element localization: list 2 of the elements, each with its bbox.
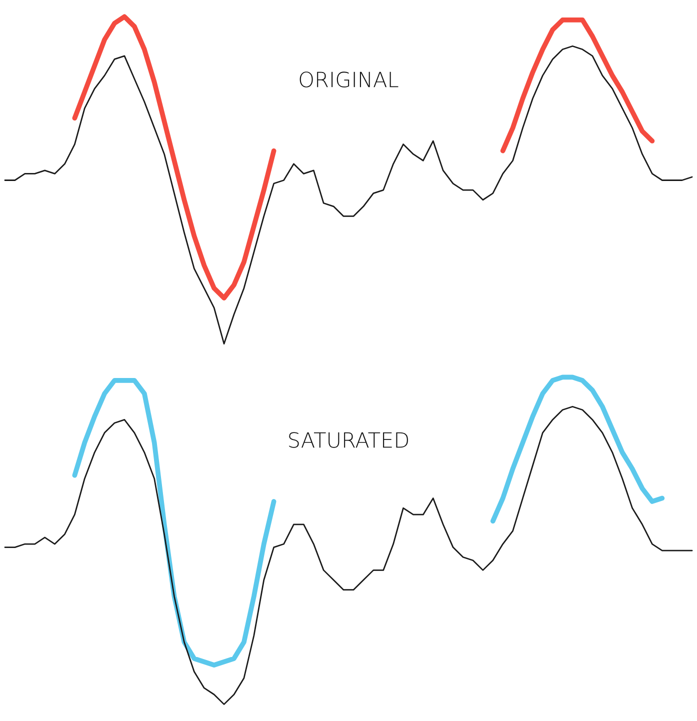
text: ORIGINAL	[300, 72, 398, 88]
text: SATURATED	[289, 432, 408, 448]
